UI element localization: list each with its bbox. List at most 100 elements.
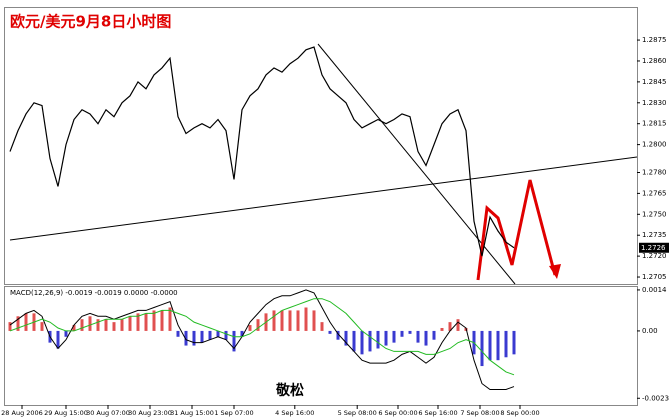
macd-bar [160,310,164,331]
macd-bar [120,319,124,331]
macd-bar [152,310,156,331]
macd-bar [184,330,188,346]
macd-line [9,298,515,376]
macd-bar [256,319,260,331]
macd-bar [496,330,500,361]
macd-bar [224,330,228,340]
macd-bar [168,307,172,331]
x-tick-label: 6 Sep 16:00 [418,409,457,417]
macd-bar [288,310,292,331]
x-tick-label: 30 Aug 07:00 [86,409,130,417]
macd-bar [368,330,372,352]
macd-bar [232,330,236,352]
y-tick-label: 1.2705 [642,273,667,281]
y-tick-label: 1.2800 [642,141,667,149]
watermark: 敬松 [275,382,304,399]
trend-line [317,43,516,285]
macd-bar [320,322,324,331]
macd-bar [440,327,444,331]
macd-bar [280,310,284,331]
y-tick-label: 1.2845 [642,78,667,86]
y-tick-label: 1.2875 [642,36,667,44]
y-tick-label: 1.2780 [642,168,667,176]
x-tick-label: 30 Aug 23:00 [128,409,172,417]
macd-bar [240,330,244,337]
macd-bar [344,330,348,346]
macd-bar [296,310,300,331]
macd-bar [304,307,308,331]
macd-bar [448,322,452,331]
macd-bar [104,319,108,331]
x-tick-label: 28 Aug 2006 [1,409,43,417]
macd-bar [512,330,516,355]
macd-bar [40,322,44,331]
macd-panel [4,286,638,406]
macd-bar [352,330,356,352]
macd-title: MACD(12,26,9) -0.0019 -0.0019 0.0000 -0.… [10,289,178,297]
y-tick-label: 1.2830 [642,99,667,107]
macd-bar [144,313,148,331]
macd-bar [384,330,388,346]
x-tick-label: 1 Sep 07:00 [214,409,253,417]
macd-bar [56,330,60,349]
x-tick-label: 7 Sep 08:00 [460,409,499,417]
arrow-head [549,264,561,279]
macd-bar [488,330,492,361]
macd-bar [24,313,28,331]
y-tick-label: 0.0014 [642,286,667,294]
y-tick-label: 1.2860 [642,57,667,65]
macd-bar [400,330,404,337]
macd-bar [424,330,428,346]
macd-bar [8,322,12,331]
x-tick-label: 29 Aug 15:00 [44,409,88,417]
macd-bar [128,316,132,331]
macd-bar [480,330,484,367]
x-tick-label: 31 Aug 15:00 [170,409,214,417]
macd-bar [112,322,116,331]
x-tick-label: 6 Sep 00:00 [378,409,417,417]
macd-bar [136,313,140,331]
y-tick-label: 1.2765 [642,189,667,197]
chart-title: 欧元/美元9月8日小时图 [10,13,171,31]
macd-bar [216,330,220,337]
macd-bar [80,319,84,331]
macd-bar [328,330,332,334]
macd-bar [504,330,508,358]
macd-bar [192,330,196,346]
price-line [9,46,515,257]
macd-bar [432,330,436,340]
forecast-arrow [476,179,557,281]
macd-bar [200,330,204,343]
macd-bar [208,330,212,340]
last-price-box [639,242,669,253]
macd-bar [456,319,460,331]
macd-bar [248,325,252,331]
macd-bar [408,330,412,334]
y-tick-label: 1.2750 [642,210,667,218]
last-price-label: 1.2726 [641,244,666,252]
macd-bar [272,310,276,331]
macd-bar [176,330,180,337]
y-tick-label: 1.2815 [642,120,667,128]
y-tick-label: 1.2735 [642,231,667,239]
macd-bar [392,330,396,343]
macd-bar [64,330,68,337]
macd-bar [360,330,364,355]
price-panel [4,7,638,285]
macd-bar [72,325,76,331]
y-tick-label: 1.2720 [642,252,667,260]
macd-line [9,289,515,390]
macd-bar [336,330,340,340]
macd-bar [16,316,20,331]
y-tick-label: 0.00 [642,327,658,335]
macd-bar [376,330,380,349]
trend-line [9,156,638,241]
x-tick-label: 8 Sep 00:00 [500,409,539,417]
macd-bar [96,319,100,331]
macd-bar [88,316,92,331]
x-tick-label: 4 Sep 16:00 [275,409,314,417]
x-tick-label: 5 Sep 08:00 [338,409,377,417]
macd-bar [416,330,420,343]
y-tick-label: -0.0023 [642,394,669,402]
